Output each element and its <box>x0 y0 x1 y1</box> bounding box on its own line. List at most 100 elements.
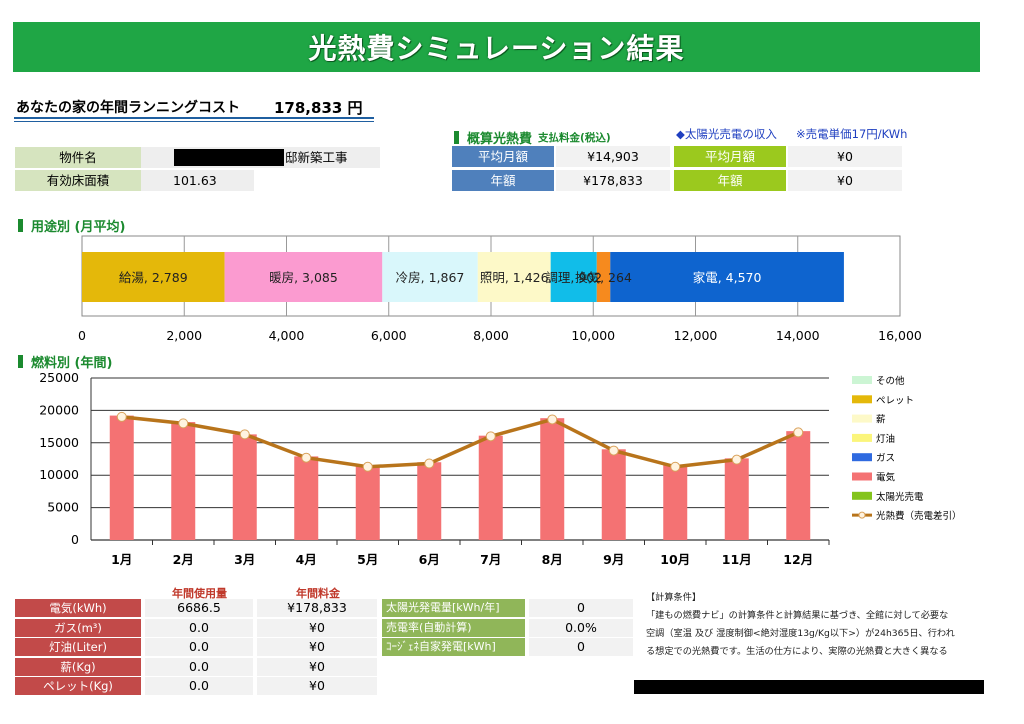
data-label: 給湯, 2,789 <box>119 270 188 285</box>
section-marker <box>18 219 23 232</box>
x-tick-label: 4,000 <box>269 328 305 343</box>
annual-usage-header: 年間使用量 <box>172 587 227 600</box>
bar-segment <box>596 252 611 302</box>
legend-label: 電気 <box>876 472 896 484</box>
x-tick-label: 10,000 <box>571 328 615 343</box>
calc-conditions: 【計算条件】 「建もの燃費ナビ」の計算条件と計算結果に基づき、全館に対して必要な… <box>646 589 986 661</box>
solar-monthly-value: ¥0 <box>788 146 902 167</box>
x-tick-label: 12,000 <box>674 328 718 343</box>
annual-row-label: ペレット(Kg) <box>15 677 141 695</box>
annual-cost-value: ¥0 <box>257 657 377 676</box>
annual-cost-value: ¥0 <box>257 618 377 637</box>
legend-label: その他 <box>876 375 905 387</box>
legend-swatch <box>852 414 872 423</box>
bar-segment <box>610 252 844 302</box>
x-tick-label: 12月 <box>783 552 813 567</box>
x-tick-label: 3月 <box>234 552 255 567</box>
line-point <box>424 458 435 469</box>
bar <box>294 456 319 540</box>
x-tick-label: 2月 <box>173 552 194 567</box>
conditions-line: 「建もの燃費ナビ」の計算条件と計算結果に基づき、全館に対して必要な <box>646 610 949 621</box>
bar-segment <box>224 252 383 302</box>
section-marker <box>18 355 23 368</box>
data-label: 暖房, 3,085 <box>269 270 338 285</box>
data-label: 換気, 264 <box>575 270 632 285</box>
y-tick-label: 5000 <box>47 500 79 515</box>
x-tick-label: 5月 <box>357 552 378 567</box>
bar <box>355 466 380 540</box>
redacted-bar <box>634 680 984 694</box>
plot-area <box>91 378 829 540</box>
bar <box>663 464 688 540</box>
x-tick-label: 10月 <box>660 552 690 567</box>
property-name-value: 邸新築工事 <box>285 150 348 165</box>
annual-row-label: 灯油(Liter) <box>15 638 141 656</box>
annual-cost-header: 年間料金 <box>296 587 340 600</box>
property-name-cell: 邸新築工事 <box>141 147 380 168</box>
divider <box>14 117 374 119</box>
solar-row-value: 0.0% <box>529 618 633 637</box>
monthly-fuel-chart: 0 5000 10000 15000 20000 25000 1月 2月 3月 4月 5月 6月 7月 8… <box>39 370 962 567</box>
solar-annual-label: 年額 <box>674 170 786 191</box>
bar <box>724 458 749 540</box>
estimate-monthly-label: 平均月額 <box>452 146 554 167</box>
line-point <box>362 461 373 472</box>
y-tick-label: 20000 <box>39 402 79 417</box>
legend-label: 光熱費（売電差引） <box>876 510 962 522</box>
x-tick-label: 8月 <box>542 552 563 567</box>
divider <box>14 121 374 122</box>
line-point <box>239 429 250 440</box>
annual-usage-value: 6686.5 <box>145 599 253 617</box>
x-tick-label: 16,000 <box>878 328 922 343</box>
running-cost-label: あなたの家の年間ランニングコスト <box>16 100 240 116</box>
y-tick-label: 15000 <box>39 435 79 450</box>
legend-label: ペレット <box>876 395 914 406</box>
line-point <box>301 452 312 463</box>
floor-area-value: 101.63 <box>141 170 254 191</box>
bar <box>171 422 196 540</box>
bar <box>786 431 811 540</box>
property-name-label: 物件名 <box>15 147 141 168</box>
line-point <box>485 431 496 442</box>
legend-swatch <box>858 511 866 519</box>
bar <box>540 418 565 540</box>
data-label: 調理, 902 <box>545 270 602 285</box>
bar <box>478 435 503 540</box>
solar-row-label: 太陽光発電量[kWh/年] <box>382 599 525 617</box>
legend-label: 太陽光売電 <box>876 491 924 503</box>
fuel-section-title-text: 燃料別 (年間) <box>31 356 113 371</box>
running-cost-value: 178,833 円 <box>274 99 363 117</box>
x-tick-label: 6月 <box>419 552 440 567</box>
x-tick-label: 8,000 <box>473 328 509 343</box>
estimate-subtitle: 支払料金(税込) <box>538 132 611 144</box>
solar-row-value: 0 <box>529 599 633 617</box>
estimate-annual-label: 年額 <box>452 170 554 191</box>
x-tick-label: 7月 <box>480 552 501 567</box>
line-point <box>547 414 558 425</box>
annual-usage-value: 0.0 <box>145 677 253 695</box>
solar-note: ※売電単価17円/KWh <box>796 127 908 141</box>
line-point <box>608 445 619 456</box>
section-marker <box>454 131 459 144</box>
annual-row-label: 薪(Kg) <box>15 657 141 676</box>
x-tick-label: 11月 <box>722 552 752 567</box>
bar <box>601 449 626 540</box>
bar-segment <box>382 252 478 302</box>
x-tick-label: 1月 <box>111 552 132 567</box>
solar-annual-value: ¥0 <box>788 170 902 191</box>
bar-segment <box>477 252 551 302</box>
running-cost: あなたの家の年間ランニングコスト 178,833 円 <box>16 97 374 117</box>
bar <box>417 462 442 540</box>
solar-row-label: ｺｰｼﾞｪﾈ自家発電[kWh] <box>382 638 525 656</box>
bar-segment <box>550 252 597 302</box>
annual-cost-value: ¥0 <box>257 638 377 656</box>
solar-row-label: 売電率(自動計算) <box>382 618 525 637</box>
line-point <box>670 461 681 472</box>
y-tick-label: 0 <box>71 532 79 547</box>
bar <box>109 415 134 540</box>
estimate-monthly-value: ¥14,903 <box>556 146 670 167</box>
annual-row-label: ガス(m³) <box>15 618 141 637</box>
x-tick-label: 9月 <box>603 552 624 567</box>
x-tick-label: 6,000 <box>371 328 407 343</box>
legend-swatch <box>852 453 872 462</box>
